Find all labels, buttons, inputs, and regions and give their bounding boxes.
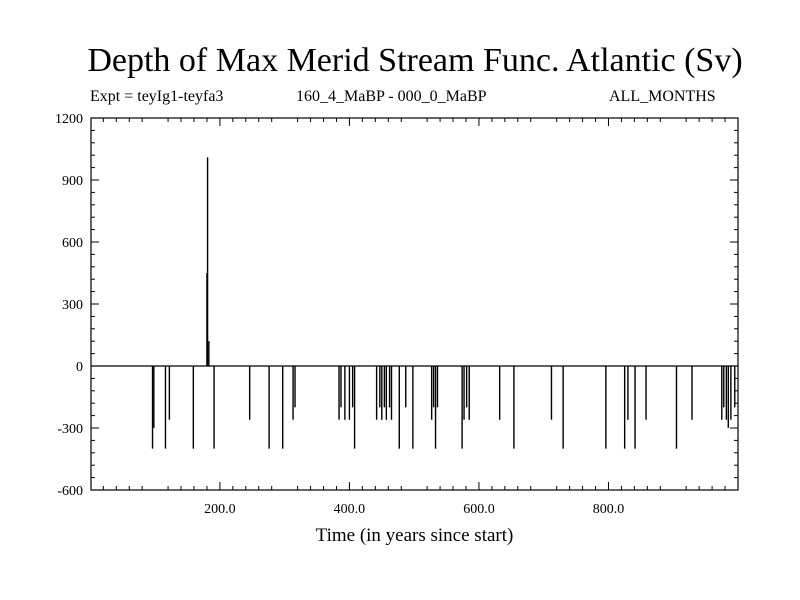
chart-title: Depth of Max Merid Stream Func. Atlantic… bbox=[87, 42, 743, 79]
y-tick-label: 0 bbox=[76, 360, 83, 375]
x-tick-label: 400.0 bbox=[334, 502, 366, 517]
axis-ticks: -600 -300 0 300 600 900 1200 200.0 400.0 600.0 800… bbox=[55, 112, 738, 517]
months-label: ALL_MONTHS bbox=[609, 88, 716, 105]
experiment-label: Expt = teyIg1-teyfa3 bbox=[90, 88, 224, 105]
y-tick-label: -300 bbox=[57, 422, 83, 437]
x-tick-label: 200.0 bbox=[204, 502, 236, 517]
y-tick-label: 600 bbox=[62, 236, 83, 251]
y-tick-label: 900 bbox=[62, 174, 83, 189]
x-tick-label: 600.0 bbox=[463, 502, 495, 517]
plot-frame bbox=[90, 117, 739, 491]
x-tick-label: 800.0 bbox=[593, 502, 625, 517]
y-tick-label: 1200 bbox=[55, 112, 83, 127]
y-tick-label: -600 bbox=[57, 484, 83, 499]
period-label: 160_4_MaBP - 000_0_MaBP bbox=[296, 88, 487, 105]
y-tick-label: 300 bbox=[62, 298, 83, 313]
x-axis-label: Time (in years since start) bbox=[316, 525, 514, 546]
data-series bbox=[151, 157, 736, 449]
